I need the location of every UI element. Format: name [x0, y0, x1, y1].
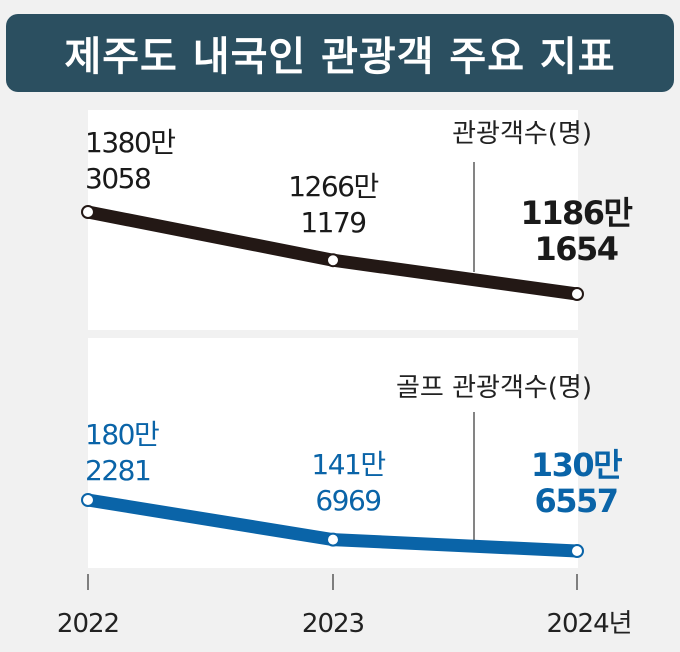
data-point	[570, 544, 584, 558]
data-label: 2281	[85, 454, 150, 487]
data-label: 1266만	[288, 170, 378, 203]
x-tick-label: 2023	[302, 609, 364, 639]
x-tick-label: 2024년	[546, 609, 631, 639]
data-point	[81, 493, 95, 507]
series-title: 골프 관광객수(명)	[396, 373, 592, 403]
data-label: 180만	[85, 418, 159, 451]
x-tick-label: 2022	[57, 609, 119, 639]
data-point	[326, 253, 340, 268]
data-label: 6557	[534, 482, 617, 520]
series-title: 관광객수(명)	[452, 119, 592, 149]
data-label: 3058	[85, 162, 150, 195]
plot-panel	[88, 338, 578, 568]
data-label: 1380만	[85, 126, 175, 159]
data-point	[326, 532, 340, 547]
data-label: 1654	[534, 230, 617, 268]
data-label: 130만	[531, 446, 622, 484]
data-label: 6969	[315, 484, 380, 517]
data-label: 1186만	[520, 194, 632, 232]
data-label: 141만	[311, 448, 385, 481]
plot-panel	[88, 110, 578, 330]
data-label: 1179	[300, 206, 365, 239]
data-point	[570, 287, 584, 301]
page-title: 제주도 내국인 관광객 주요 지표	[6, 14, 674, 92]
data-point	[81, 205, 95, 219]
